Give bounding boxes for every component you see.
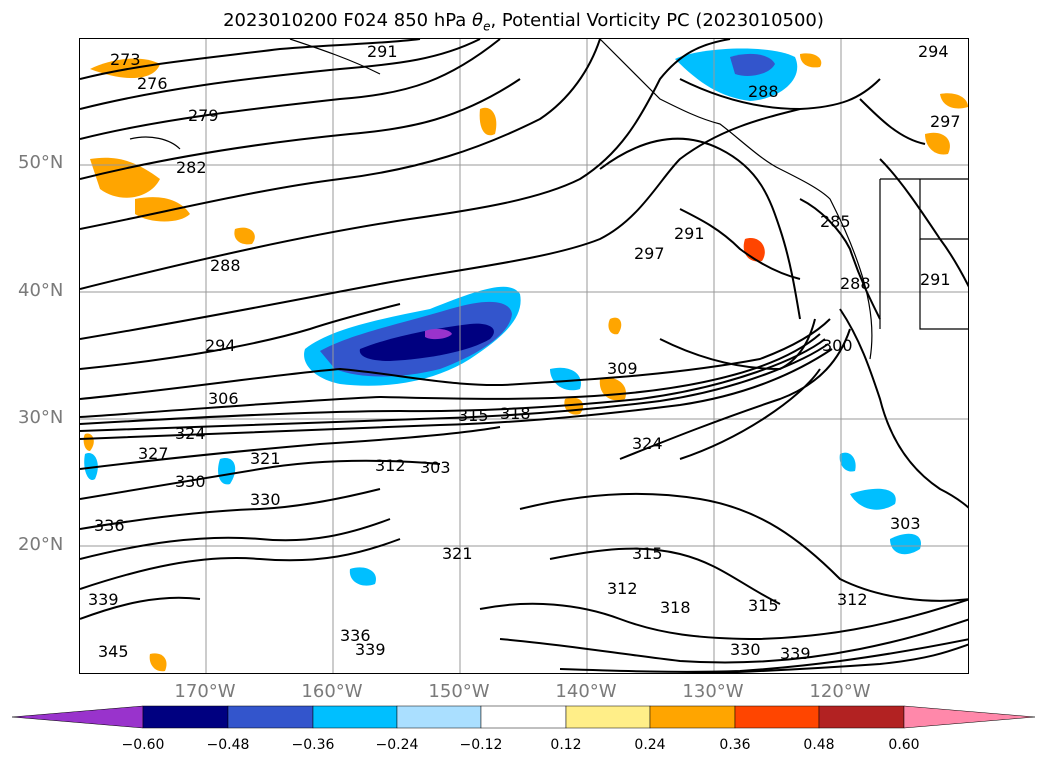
contour-label: 312 [607, 579, 638, 598]
colorbar-tick: 0.36 [719, 737, 751, 753]
contour-label: 288 [840, 274, 871, 293]
colorbar-bin [396, 705, 482, 729]
contour-label: 297 [930, 112, 961, 131]
contour-label: 315 [632, 544, 663, 563]
contour-label: 285 [820, 212, 851, 231]
contour-label: 315 [748, 596, 779, 615]
contour-label: 321 [250, 449, 281, 468]
lon-label-140w: 140°W [555, 681, 617, 702]
contour-label: 330 [250, 490, 281, 509]
contour-label: 294 [205, 336, 236, 355]
theta-e-contours [80, 39, 968, 673]
colorbar-segments [11, 705, 1036, 729]
lat-label-20n: 20°N [18, 534, 64, 555]
lon-label-160w: 160°W [301, 681, 363, 702]
contour-label: 324 [175, 424, 206, 443]
contour-label: 315 [458, 406, 489, 425]
contour-label: 291 [367, 42, 398, 61]
contour-label: 339 [780, 644, 811, 663]
contour-label: 291 [920, 270, 951, 289]
lon-label-170w: 170°W [174, 681, 236, 702]
colorbar-bin [142, 705, 229, 729]
colorbar-bin [649, 705, 736, 729]
colorbar-bin [818, 705, 905, 729]
coastline [129, 39, 968, 360]
contour-label: 297 [634, 244, 665, 263]
contour-label: 318 [500, 404, 531, 423]
contour-label: 330 [730, 640, 761, 659]
contour-label: 324 [632, 434, 663, 453]
colorbar-tick: 0.24 [634, 737, 666, 753]
contour-label: 294 [918, 42, 949, 61]
contour-label: 330 [175, 472, 206, 491]
colorbar-extend-high [903, 705, 1036, 729]
colorbar-bin [565, 705, 651, 729]
contour-label: 336 [94, 516, 125, 535]
colorbar-tick: −0.36 [291, 737, 335, 753]
contour-label: 306 [208, 389, 239, 408]
lon-label-120w: 120°W [809, 681, 871, 702]
contour-label: 336 [340, 626, 371, 645]
colorbar-tick: 0.48 [803, 737, 835, 753]
contour-label: 282 [176, 158, 207, 177]
colorbar-tick: −0.24 [375, 737, 419, 753]
contour-label: 345 [98, 642, 129, 661]
contour-label: 300 [822, 336, 853, 355]
contour-labels: 273 276 279 282 288 291 294 294 297 288 … [88, 42, 961, 663]
lon-label-150w: 150°W [428, 681, 490, 702]
contour-label: 309 [607, 359, 638, 378]
colorbar-tick: −0.48 [206, 737, 250, 753]
colorbar-extend-low [11, 705, 144, 729]
pv-shading [83, 48, 968, 672]
colorbar [11, 705, 1036, 729]
lon-label-130w: 130°W [682, 681, 744, 702]
contour-label: 339 [355, 640, 386, 659]
contour-label: 318 [660, 598, 691, 617]
contour-label: 327 [138, 444, 169, 463]
colorbar-tick: 0.12 [550, 737, 582, 753]
colorbar-tick: 0.60 [888, 737, 920, 753]
contour-label: 303 [890, 514, 921, 533]
contour-label: 339 [88, 590, 119, 609]
map-svg: 273 276 279 282 288 291 294 294 297 288 … [80, 39, 968, 673]
graticule [80, 39, 968, 673]
colorbar-bin [312, 705, 398, 729]
contour-label: 321 [442, 544, 473, 563]
map-panel: 273 276 279 282 288 291 294 294 297 288 … [79, 38, 969, 674]
contour-label: 279 [188, 106, 219, 125]
lat-label-30n: 30°N [18, 407, 64, 428]
colorbar-bin [734, 705, 820, 729]
lat-label-50n: 50°N [18, 152, 64, 173]
contour-label: 303 [420, 458, 451, 477]
colorbar-tick: −0.60 [121, 737, 165, 753]
contour-label: 312 [375, 456, 406, 475]
contour-label: 291 [674, 224, 705, 243]
contour-label: 273 [110, 50, 141, 69]
contour-label: 288 [748, 82, 779, 101]
colorbar-bin [227, 705, 314, 729]
contour-label: 312 [837, 590, 868, 609]
lat-label-40n: 40°N [18, 280, 64, 301]
contour-label: 276 [137, 74, 168, 93]
colorbar-bin [480, 705, 567, 729]
contour-label: 288 [210, 256, 241, 275]
map-title: 2023010200 F024 850 hPa θe, Potential Vo… [223, 10, 824, 34]
colorbar-tick: −0.12 [459, 737, 503, 753]
